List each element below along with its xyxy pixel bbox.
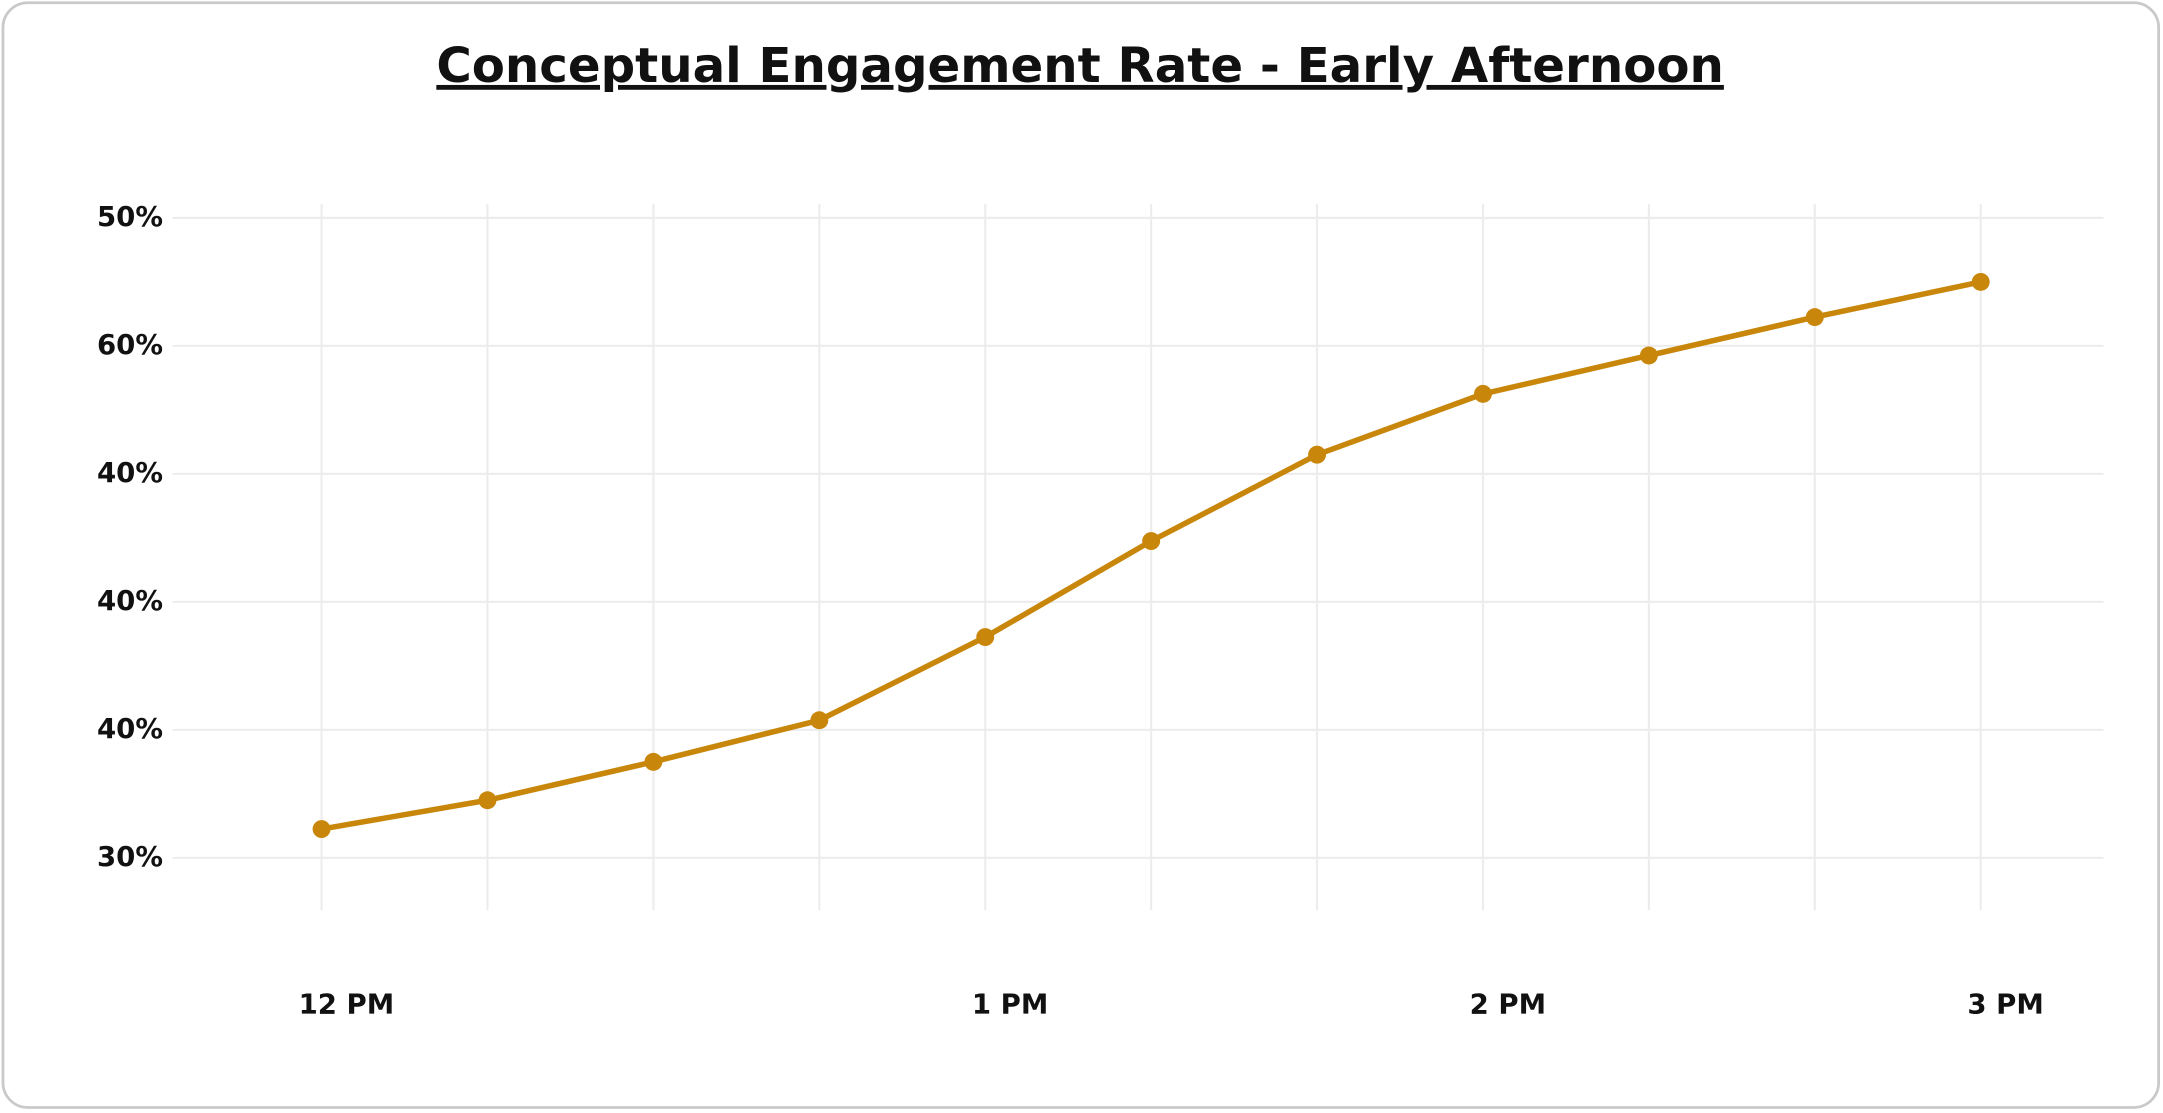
y-tick-label: 60% xyxy=(97,328,163,361)
point xyxy=(1971,272,1990,291)
point xyxy=(1639,346,1658,365)
point xyxy=(810,711,829,730)
y-tick-label: 40% xyxy=(97,584,163,617)
y-tick-label: 50% xyxy=(97,200,163,233)
point xyxy=(644,752,663,771)
point xyxy=(976,628,995,647)
x-tick-label: 2 PM xyxy=(1470,987,1546,1020)
point xyxy=(1308,445,1327,464)
point xyxy=(1142,532,1161,551)
y-tick-label: 40% xyxy=(97,456,163,489)
y-tick-label: 30% xyxy=(97,840,163,873)
point xyxy=(312,820,331,839)
x-tick-label: 12 PM xyxy=(299,987,395,1020)
point xyxy=(1474,384,1492,403)
x-tick-label: 1 PM xyxy=(972,987,1048,1020)
y-tick-label: 40% xyxy=(97,712,163,745)
point xyxy=(1805,308,1824,327)
point xyxy=(478,791,497,810)
x-tick-label: 3 PM xyxy=(1967,987,2043,1020)
chart-title: Conceptual Engagement Rate - Early After… xyxy=(436,38,1724,94)
